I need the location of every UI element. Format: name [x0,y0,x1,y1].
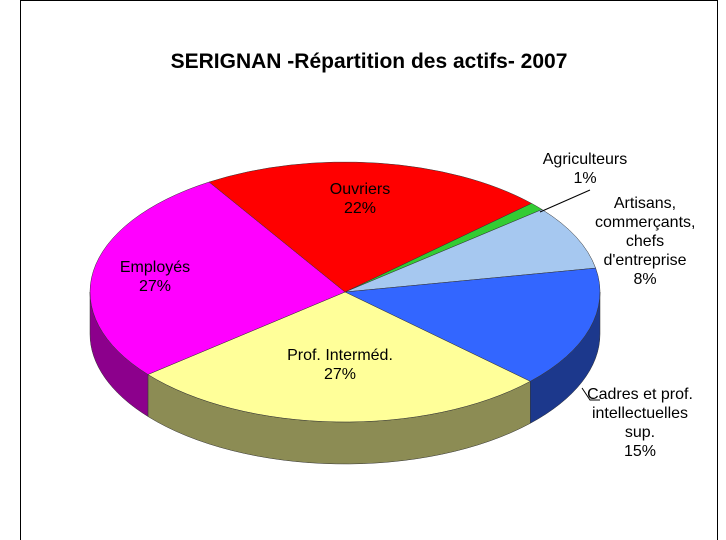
category-label: Prof. Interméd. [287,347,393,364]
category-label: Ouvriers [329,181,391,198]
value-label: 8% [633,271,657,288]
value-label: 27% [138,278,172,295]
value-label: 22% [343,200,377,217]
value-label: 15% [623,443,657,460]
data-label: Ouvriers 22% [295,180,425,218]
slice [344,209,596,293]
category-label: Artisans, commerçants, chefs d'entrepris… [595,195,696,269]
pie [89,161,601,465]
value-label: 1% [573,170,597,187]
chart-title: SERIGNAN -Répartition des actifs- 2007 [170,50,568,73]
category-label: Employés [119,259,191,276]
slice [344,267,601,382]
slice [147,291,531,423]
leader-line [581,387,600,401]
data-label: Artisans, commerçants, chefs d'entrepris… [595,194,695,289]
slice [89,181,346,375]
value-label: 27% [323,366,357,383]
category-label: Cadres et prof. intellectuelles sup. [587,386,693,441]
category-label: Agriculteurs [542,151,628,168]
data-label: Cadres et prof. intellectuelles sup. 15% [580,385,700,461]
data-label: Prof. Interméd. 27% [285,346,395,384]
data-label: Agriculteurs 1% [525,150,645,188]
slice [208,161,533,293]
data-label: Employés 27% [95,258,215,296]
leader-line [539,189,591,213]
